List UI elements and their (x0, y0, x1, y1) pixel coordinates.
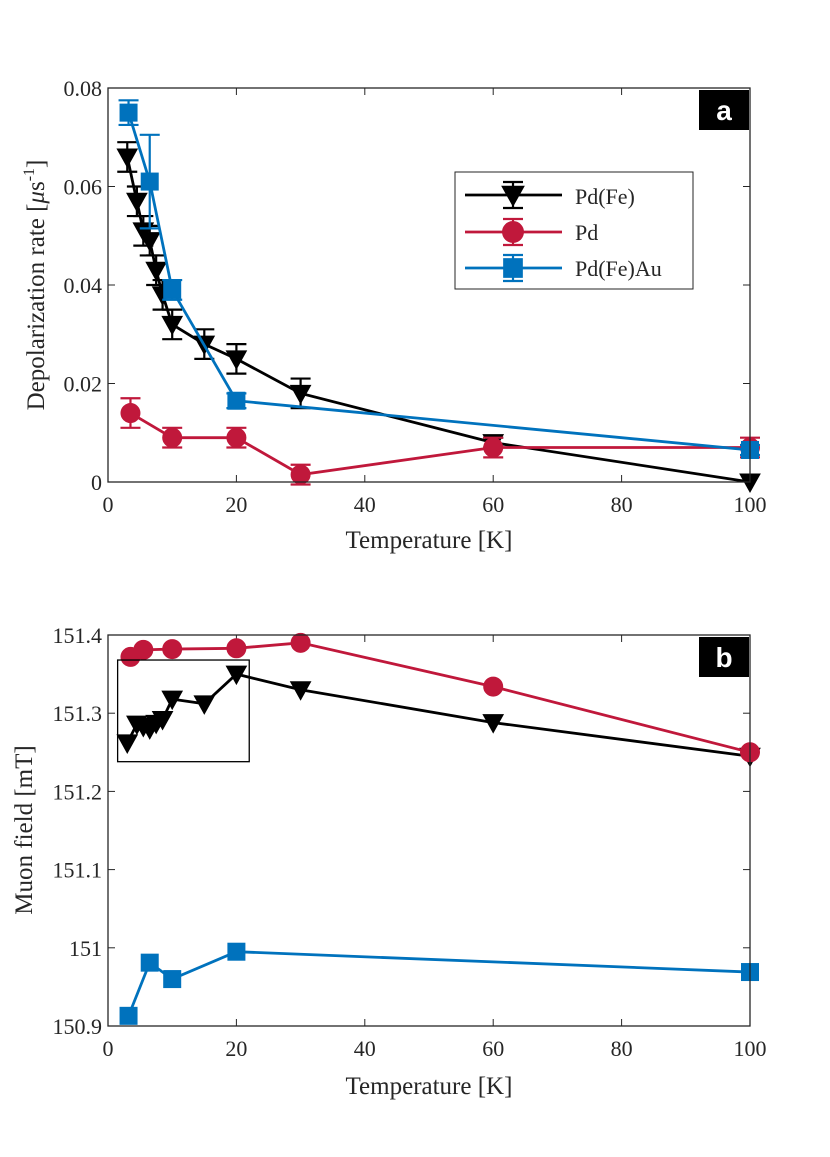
tick-labels-b: 0 20 40 60 80 100 150.9 151 151.1 151.2 151.3 151.4 (53, 623, 767, 1061)
legend-marker (502, 221, 524, 243)
x-tick-label: 80 (611, 492, 633, 517)
y-tick-label: 0.02 (64, 372, 103, 397)
inset-region-box (116, 659, 250, 763)
series-pd (120, 632, 760, 763)
data-point (163, 970, 182, 989)
legend-label-pdfe: Pd(Fe) (575, 184, 635, 209)
panel-label-b: b (715, 642, 732, 673)
chart-panel-a: 0 20 40 60 80 100 0 0.02 0.04 0.06 0.08 Temperatur… (21, 76, 767, 554)
y-axis-label-a-text: Depolarization rate [ (23, 204, 50, 411)
data-point (289, 384, 312, 405)
data-point (483, 676, 504, 697)
legend-box (454, 171, 694, 290)
series-a (116, 99, 761, 494)
x-tick-label: 80 (611, 1036, 633, 1061)
y-axis-label-a: Depolarization rate [μs-1] (21, 160, 50, 411)
data-point (120, 403, 141, 424)
data-point (225, 665, 248, 686)
legend-marker (501, 185, 525, 208)
y-axis-label-a-end: ] (23, 160, 50, 168)
data-point (161, 315, 184, 336)
x-tick-label: 0 (103, 492, 114, 517)
x-axis-label-b: Temperature [K] (346, 1073, 513, 1100)
data-point (226, 427, 247, 448)
y-tick-label: 151.2 (53, 779, 103, 804)
plot-frame-a (107, 87, 751, 483)
data-point (290, 632, 311, 653)
data-point (151, 710, 174, 731)
y-tick-label: 0 (91, 470, 102, 495)
y-tick-label: 0.06 (64, 175, 103, 200)
y-tick-label: 0.08 (64, 76, 103, 101)
legend-marker (503, 258, 523, 278)
x-tick-label: 100 (734, 1036, 767, 1061)
data-point (116, 148, 139, 168)
tick-labels-a: 0 20 40 60 80 100 0 0.02 0.04 0.06 0.08 (64, 76, 767, 517)
data-point (138, 232, 161, 252)
y-axis-label-a-unit: s (23, 181, 50, 191)
x-axis-label-a: Temperature [K] (346, 527, 513, 554)
y-axis-label-b: Muon field [mT] (11, 745, 38, 914)
panel-label-b-box (699, 637, 749, 677)
panel-label-a: a (716, 95, 732, 126)
data-point (116, 734, 139, 754)
data-point (226, 638, 247, 659)
data-point (482, 714, 505, 734)
legend-label-pdfeau: Pd(Fe)Au (575, 256, 662, 281)
series-pdfeau (118, 99, 760, 459)
data-point (145, 261, 167, 282)
data-point (119, 103, 138, 122)
chart-panel-b: 0 20 40 60 80 100 150.9 151 151.1 151.2 151.3 151.4… (11, 623, 767, 1100)
data-point (140, 172, 159, 191)
x-tick-label: 40 (354, 492, 376, 517)
data-point (193, 695, 216, 715)
data-point (289, 681, 312, 701)
data-point (140, 953, 159, 972)
x-tick-label: 60 (482, 1036, 504, 1061)
panel-label-a-box (699, 90, 749, 130)
data-point (162, 639, 183, 660)
x-tick-label: 100 (734, 492, 767, 517)
data-point (126, 192, 148, 213)
data-point (119, 1006, 138, 1025)
y-tick-label: 151.3 (53, 701, 103, 726)
y-tick-label: 150.9 (53, 1014, 103, 1039)
legend-items (465, 180, 562, 283)
data-point (225, 350, 248, 370)
x-tick-label: 20 (225, 492, 247, 517)
data-point (227, 942, 246, 961)
y-tick-label: 151 (69, 936, 102, 961)
x-tick-label: 0 (103, 1036, 114, 1061)
data-point (162, 427, 183, 448)
data-point (227, 391, 246, 410)
data-point (290, 464, 311, 485)
y-tick-label: 151.1 (53, 858, 103, 883)
data-point (133, 639, 154, 660)
data-point (483, 437, 504, 458)
legend-label-pd: Pd (575, 220, 598, 245)
y-axis-label-a-sup: -1 (21, 168, 38, 181)
x-tick-label: 20 (225, 1036, 247, 1061)
plot-frame-b (107, 634, 751, 1027)
x-tick-label: 60 (482, 492, 504, 517)
y-axis-label-a-mu: μ (23, 191, 50, 205)
data-point (163, 280, 182, 299)
legend: Pd(Fe) Pd Pd(Fe)Au (454, 171, 694, 290)
y-tick-label: 151.4 (53, 623, 103, 648)
y-tick-label: 0.04 (64, 273, 103, 298)
x-tick-label: 40 (354, 1036, 376, 1061)
series-pdfeau (119, 942, 759, 1025)
data-point (161, 690, 184, 711)
